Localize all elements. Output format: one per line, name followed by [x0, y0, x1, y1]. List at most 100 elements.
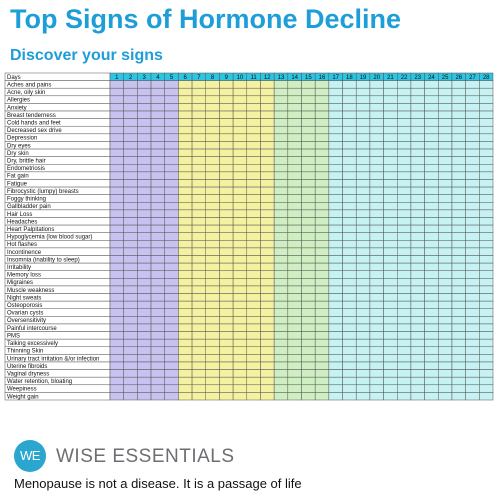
day-cell [355, 354, 371, 363]
day-cell [150, 179, 165, 188]
day-cell [479, 369, 494, 378]
day-cell [465, 80, 480, 89]
day-cell [191, 141, 206, 150]
day-cell [109, 202, 124, 211]
day-cell [260, 270, 275, 279]
day-cell [479, 316, 494, 325]
day-cell [260, 323, 275, 332]
day-cell [465, 209, 480, 218]
symptom-label: Fat gain [7, 174, 29, 180]
day-cell [369, 224, 384, 233]
day-cell [397, 240, 412, 249]
day-cell [137, 164, 152, 173]
day-cell [219, 384, 234, 393]
day-cell [369, 331, 384, 340]
day-cell [232, 338, 248, 348]
day-cell [246, 354, 261, 363]
symptom-label: Memory loss [7, 273, 41, 279]
day-cell [383, 133, 398, 142]
day-cell [424, 133, 439, 142]
day-cell [301, 118, 316, 127]
day-cell [424, 156, 439, 165]
day-cell [246, 125, 261, 135]
day-cell [178, 202, 193, 211]
day-cell [137, 293, 152, 302]
day-cell [123, 87, 138, 97]
day-cell [191, 308, 206, 317]
day-cell [287, 338, 302, 348]
day-cell [273, 87, 289, 97]
day-cell [219, 209, 234, 218]
day-cell [178, 186, 193, 195]
day-cell [479, 255, 494, 264]
day-cell [342, 118, 357, 127]
day-cell [479, 95, 494, 104]
day-cell [342, 125, 357, 135]
day-cell [410, 308, 425, 317]
day-cell [164, 270, 179, 279]
day-cell [369, 376, 384, 386]
day-cell [383, 186, 398, 195]
day-cell [191, 171, 206, 180]
day-cell [438, 209, 453, 218]
day-cell [410, 354, 425, 363]
day-cell [465, 300, 480, 309]
day-cell [273, 224, 289, 233]
day-cell [383, 369, 398, 378]
day-cell [397, 323, 412, 332]
day-cell [164, 118, 179, 127]
day-cell [328, 148, 343, 157]
day-cell [438, 346, 453, 355]
day-cell [246, 285, 261, 294]
day-cell [410, 103, 425, 112]
day-cell [438, 392, 453, 401]
day-cell [232, 125, 248, 135]
day-cell [383, 285, 398, 294]
day-cell [219, 179, 234, 188]
day-cell [287, 308, 302, 317]
symptom-label: Depression [7, 136, 37, 142]
day-cell [424, 171, 439, 180]
day-cell [314, 331, 330, 340]
day-cell [178, 110, 193, 119]
day-cell [355, 338, 371, 348]
day-cell [328, 156, 343, 165]
day-cell [328, 240, 343, 249]
day-cell [410, 331, 425, 340]
day-cell [178, 278, 193, 287]
day-cell [150, 87, 165, 97]
day-cell [164, 300, 179, 309]
day-cell [342, 376, 357, 386]
day-cell [178, 285, 193, 294]
day-cell [369, 346, 384, 355]
day-cell [410, 392, 425, 401]
day-cell [232, 354, 248, 363]
day-cell [438, 262, 453, 271]
day-cell [232, 240, 248, 249]
day-cell [438, 125, 453, 135]
day-cell [219, 247, 234, 256]
day-cell [191, 384, 206, 393]
day-cell [219, 171, 234, 180]
day-cell [260, 369, 275, 378]
day-cell [314, 300, 330, 309]
day-cell [191, 164, 206, 173]
day-cell [273, 103, 289, 112]
day-cell [451, 156, 466, 165]
day-cell [164, 110, 179, 119]
day-cell [438, 133, 453, 142]
day-cell [191, 179, 206, 188]
day-cell [451, 278, 466, 287]
day-cell [451, 125, 466, 135]
day-cell [465, 255, 480, 264]
day-cell [123, 384, 138, 393]
day-cell [232, 323, 248, 332]
day-cell [424, 285, 439, 294]
day-number: 22 [401, 75, 408, 81]
day-cell [410, 202, 425, 211]
day-cell [328, 369, 343, 378]
day-cell [109, 186, 124, 195]
day-cell [191, 224, 206, 233]
symptom-label: Fatigue [7, 181, 28, 187]
day-cell [438, 247, 453, 256]
